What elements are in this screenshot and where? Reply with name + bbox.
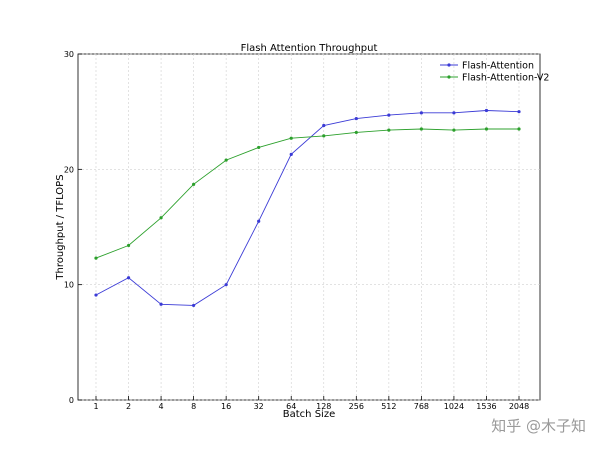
x-tick-label: 32 <box>254 402 264 411</box>
x-tick-label: 1024 <box>444 402 464 411</box>
data-point-flash-attention-v2 <box>126 243 131 248</box>
plot-frame <box>77 53 541 401</box>
data-point-flash-attention <box>419 111 423 115</box>
x-axis-label: Batch Size <box>283 409 335 420</box>
data-point-flash-attention-v2 <box>224 158 228 162</box>
data-point-flash-attention-v2 <box>322 134 326 138</box>
y-axis-label: Throughput / TFLOPS <box>55 174 66 280</box>
data-point-flash-attention-v2 <box>159 216 163 220</box>
data-point-flash-attention <box>322 123 326 128</box>
y-tick-label: 20 <box>64 165 74 174</box>
series-lines <box>94 108 521 308</box>
y-axis-ticks: 0 10 20 30 <box>64 50 82 405</box>
x-tick-label: 4 <box>159 402 164 411</box>
x-tick-label: 2 <box>126 402 131 411</box>
series-line-flash-attention <box>95 110 520 306</box>
x-tick-label: 128 <box>316 402 331 411</box>
y-tick-label: 0 <box>69 396 74 405</box>
legend-marker-flash-attention <box>447 63 451 67</box>
x-tick-label: 512 <box>381 402 396 411</box>
data-point-flash-attention <box>387 113 391 117</box>
data-point-flash-attention-v2 <box>192 182 196 186</box>
data-point-flash-attention-v2 <box>484 127 489 131</box>
data-point-flash-attention <box>517 110 521 114</box>
legend-label-flash-attention: Flash-Attention <box>462 61 534 72</box>
watermark: 知乎 @木子知 <box>491 417 586 435</box>
legend: Flash-Attention Flash-Attention-V2 <box>440 61 549 84</box>
series-line-flash-attention-v2 <box>95 128 519 259</box>
x-tick-label: 8 <box>191 402 196 411</box>
x-tick-label: 2048 <box>509 402 529 411</box>
data-point-flash-attention <box>257 219 261 223</box>
legend-label-flash-attention-v2: Flash-Attention-V2 <box>462 73 549 84</box>
data-point-flash-attention-v2 <box>517 127 521 131</box>
y-tick-label: 30 <box>64 50 74 59</box>
y-tick-label: 10 <box>64 281 74 290</box>
data-point-flash-attention-v2 <box>289 136 293 140</box>
data-point-flash-attention-v2 <box>94 256 98 260</box>
data-point-flash-attention <box>224 283 228 287</box>
data-point-flash-attention-v2 <box>419 127 423 131</box>
x-tick-label: 16 <box>221 402 231 411</box>
data-point-flash-attention <box>159 302 163 306</box>
data-point-flash-attention-v2 <box>387 128 391 132</box>
x-tick-label: 1536 <box>476 402 496 411</box>
data-point-flash-attention <box>126 276 131 280</box>
data-point-flash-attention-v2 <box>354 130 358 135</box>
data-point-flash-attention-v2 <box>452 128 456 132</box>
data-point-flash-attention <box>354 116 358 121</box>
x-tick-label: 256 <box>349 402 364 411</box>
chart-title: Flash Attention Throughput <box>241 43 378 54</box>
data-point-flash-attention <box>452 111 456 115</box>
x-axis-ticks: 1 2 4 8 16 32 64 128 256 512 768 1024 1536 2048 <box>93 396 529 411</box>
legend-marker-flash-attention-v2 <box>447 75 451 79</box>
data-point-flash-attention-v2 <box>257 145 261 150</box>
data-point-flash-attention <box>94 293 98 297</box>
data-point-flash-attention <box>484 108 489 113</box>
data-point-flash-attention <box>192 303 196 308</box>
data-point-flash-attention <box>289 152 293 156</box>
x-tick-label: 64 <box>286 402 296 411</box>
x-tick-label: 1 <box>93 402 98 411</box>
grid-lines <box>78 53 540 401</box>
x-tick-label: 768 <box>414 402 429 411</box>
